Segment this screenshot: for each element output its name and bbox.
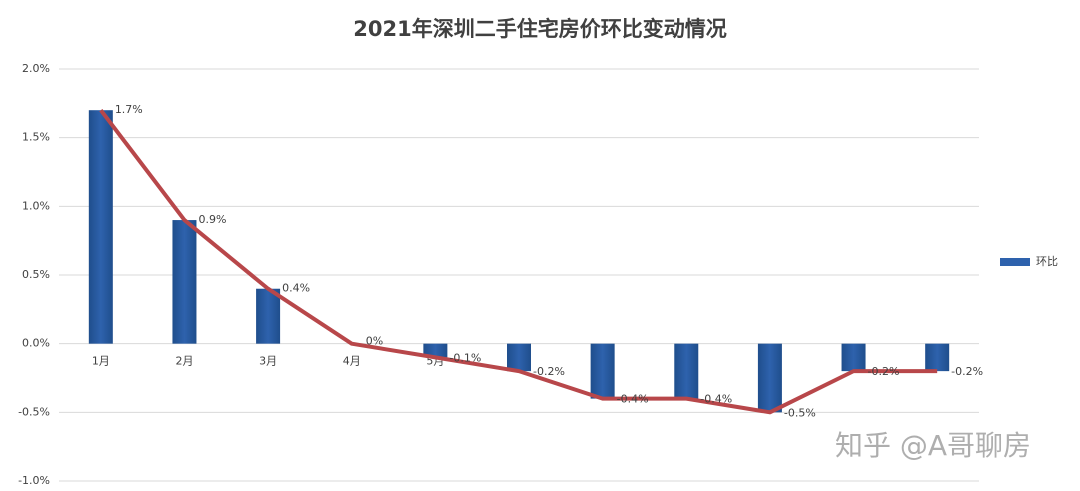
bar <box>590 343 615 399</box>
legend-swatch <box>1000 258 1030 266</box>
x-tick-label: 4月 <box>343 355 361 368</box>
y-tick-label: 1.5% <box>22 131 50 144</box>
chart-title: 2021年深圳二手住宅房价环比变动情况 <box>353 17 726 41</box>
y-tick-label: -1.0% <box>18 474 50 487</box>
y-tick-label: 2.0% <box>22 62 50 75</box>
y-tick-label: 0.0% <box>22 337 50 350</box>
watermark: 知乎 @A哥聊房 <box>835 429 1031 462</box>
value-label: -0.2% <box>951 365 983 378</box>
bar <box>88 110 113 344</box>
x-tick-label: 3月 <box>259 355 277 368</box>
x-tick-label: 2月 <box>175 355 193 368</box>
value-label: -0.5% <box>784 406 816 419</box>
bar <box>172 220 197 344</box>
bar <box>423 343 448 358</box>
bar <box>674 343 699 399</box>
value-label: 0.9% <box>198 213 226 226</box>
value-label: 0% <box>366 335 383 348</box>
bar <box>925 343 950 372</box>
value-label: -0.4% <box>617 393 649 406</box>
value-label: -0.4% <box>700 393 732 406</box>
value-label: -0.1% <box>449 351 481 364</box>
y-tick-label: -0.5% <box>18 405 50 418</box>
value-label: -0.2% <box>868 365 900 378</box>
value-label: 0.4% <box>282 282 310 295</box>
legend-label: 环比 <box>1036 255 1058 268</box>
y-tick-label: 0.5% <box>22 268 50 281</box>
bar <box>841 343 866 372</box>
trend-line <box>99 108 938 415</box>
value-label: 1.7% <box>115 103 143 116</box>
bar <box>256 288 281 344</box>
y-tick-label: 1.0% <box>22 199 50 212</box>
bar <box>507 343 531 372</box>
x-tick-label: 1月 <box>92 355 110 368</box>
value-label: -0.2% <box>533 365 565 378</box>
bar <box>757 343 782 413</box>
